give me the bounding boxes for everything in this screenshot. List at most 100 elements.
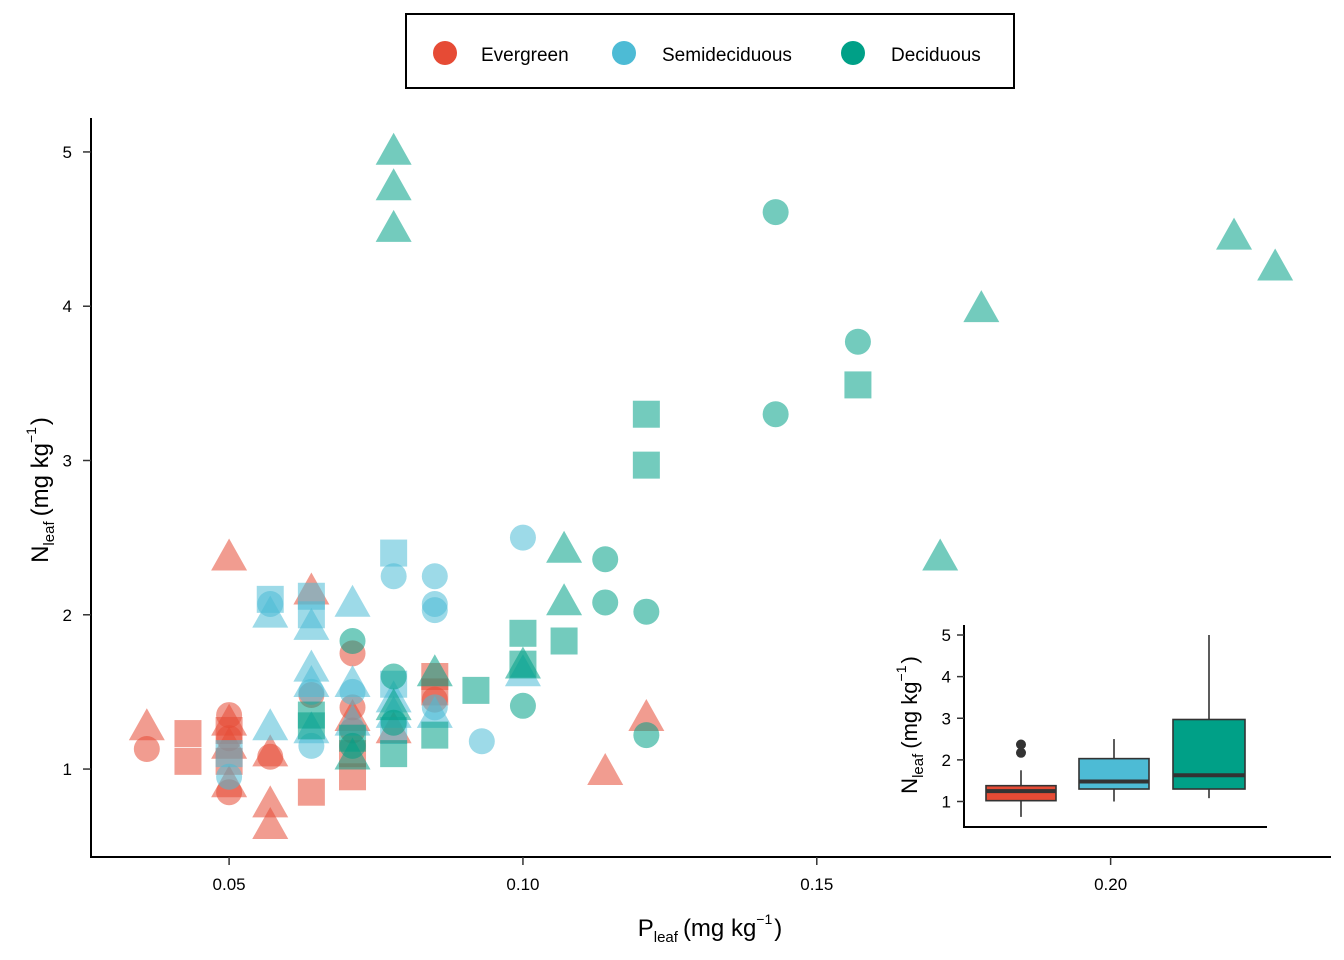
y-axis-title-sup: −1 <box>23 427 39 443</box>
data-point-deciduous-triangle <box>375 209 412 242</box>
x-tick-label: 0.20 <box>1094 875 1127 894</box>
data-point-deciduous-triangle <box>546 583 583 616</box>
y-tick-label: 3 <box>63 452 72 471</box>
y-axis-title: Nleaf (mg kg−1) <box>23 417 58 563</box>
data-point-semideciduous-circle <box>421 563 448 590</box>
legend-label-semideciduous: Semideciduous <box>662 45 792 66</box>
inset-y-axis-title-sup: −1 <box>893 665 909 681</box>
inset-y-axis-title-sub: leaf <box>910 753 927 778</box>
x-axis-ticks: 0.05 0.10 0.15 0.20 <box>213 857 1127 894</box>
y-tick-label: 4 <box>63 297 72 316</box>
legend-box <box>405 13 1015 89</box>
data-point-semideciduous-circle <box>468 728 495 755</box>
data-point-evergreen-circle <box>257 743 284 770</box>
data-point-evergreen-triangle <box>587 752 624 785</box>
data-point-deciduous-circle <box>592 546 619 573</box>
data-point-deciduous-circle <box>762 199 789 226</box>
data-point-semideciduous-square <box>380 539 408 567</box>
y-tick-label: 2 <box>63 606 72 625</box>
data-point-deciduous-triangle <box>922 538 959 571</box>
data-point-deciduous-circle <box>844 328 871 355</box>
y-axis-ticks: 1 2 3 4 5 <box>63 143 91 779</box>
x-axis-title-close: ) <box>774 915 782 942</box>
data-point-evergreen-square <box>174 720 202 748</box>
data-point-semideciduous-square <box>215 740 243 768</box>
y-axis-title-main: N <box>27 546 54 563</box>
data-point-evergreen-triangle <box>252 785 289 818</box>
data-point-deciduous-triangle <box>375 132 412 165</box>
inset-y-tick-label: 1 <box>942 793 951 812</box>
x-tick-label: 0.15 <box>800 875 833 894</box>
data-point-deciduous-circle <box>380 709 407 736</box>
y-axis-title-unit: (mg kg <box>27 443 54 516</box>
outlier-evergreen <box>1016 747 1026 758</box>
data-point-deciduous-circle <box>633 722 660 749</box>
data-point-deciduous-square <box>550 627 578 655</box>
legend-key-semideciduous <box>612 41 636 65</box>
data-point-deciduous-triangle <box>375 688 412 721</box>
data-point-deciduous-circle <box>592 589 619 616</box>
data-point-deciduous-triangle <box>546 530 583 563</box>
data-point-semideciduous-triangle <box>293 607 330 640</box>
inset-y-axis-ticks: 1 2 3 4 5 <box>942 626 964 812</box>
data-point-deciduous-triangle <box>375 168 412 201</box>
x-tick-label: 0.05 <box>213 875 246 894</box>
inset-y-tick-label: 2 <box>942 751 951 770</box>
data-point-semideciduous-circle <box>216 763 243 790</box>
legend-key-deciduous <box>841 41 865 65</box>
legend-label-evergreen: Evergreen <box>481 45 569 66</box>
data-point-deciduous-triangle <box>416 654 453 687</box>
data-point-deciduous-circle <box>762 401 789 428</box>
inset-y-axis-title: Nleaf (mg kg−1) <box>893 656 927 794</box>
data-point-semideciduous-triangle <box>252 595 289 628</box>
data-point-semideciduous-circle <box>509 524 536 551</box>
legend-key-evergreen <box>433 41 457 65</box>
box-semideciduous <box>1078 757 1150 790</box>
data-point-semideciduous-circle <box>298 678 325 705</box>
data-point-evergreen-triangle <box>252 806 289 839</box>
data-point-deciduous-square <box>632 451 660 479</box>
data-point-evergreen-square <box>297 778 325 806</box>
data-point-deciduous-triangle <box>334 737 371 770</box>
data-point-semideciduous-circle <box>298 732 325 759</box>
inset-y-axis-title-main: N <box>897 778 922 794</box>
y-axis-title-sub: leaf <box>41 521 58 546</box>
data-point-deciduous-triangle <box>963 290 1000 323</box>
legend-label-deciduous: Deciduous <box>891 45 981 66</box>
y-axis-title-close: ) <box>27 417 54 425</box>
data-point-deciduous-square <box>844 371 872 399</box>
data-point-semideciduous-circle <box>380 563 407 590</box>
data-point-deciduous-circle <box>339 628 366 655</box>
data-point-semideciduous-triangle <box>252 708 289 741</box>
data-point-semideciduous-triangle <box>416 695 453 728</box>
data-point-evergreen-circle <box>133 736 160 763</box>
y-tick-label: 5 <box>63 143 72 162</box>
scatter-points <box>128 132 1294 839</box>
inset-y-axis-title-close: ) <box>897 656 922 663</box>
box-evergreen <box>985 784 1057 802</box>
inset-y-axis-title-unit: (mg kg <box>897 681 922 748</box>
x-tick-label: 0.10 <box>506 875 539 894</box>
inset-boxplot: 1 2 3 4 5 Nleaf (mg kg−1) <box>893 618 1280 830</box>
legend: Evergreen Semideciduous Deciduous <box>405 13 1015 89</box>
data-point-deciduous-circle <box>380 663 407 690</box>
data-point-deciduous-circle <box>509 692 536 719</box>
box-deciduous <box>1172 718 1246 790</box>
x-axis-title-sub: leaf <box>654 929 679 946</box>
data-point-deciduous-triangle <box>1216 217 1253 250</box>
data-point-deciduous-square <box>632 400 660 428</box>
data-point-deciduous-circle <box>633 598 660 625</box>
data-point-deciduous-square <box>509 619 537 647</box>
inset-boxes <box>985 635 1246 817</box>
inset-y-tick-label: 5 <box>942 626 951 645</box>
y-tick-label: 1 <box>63 760 72 779</box>
data-point-semideciduous-triangle <box>334 584 371 617</box>
outlier-evergreen <box>1016 739 1026 750</box>
inset-y-tick-label: 3 <box>942 709 951 728</box>
data-point-evergreen-triangle <box>628 698 665 731</box>
data-point-deciduous-square <box>380 740 408 768</box>
data-point-deciduous-square <box>297 712 325 740</box>
x-axis-title: Pleaf (mg kg−1) <box>638 911 783 946</box>
data-point-deciduous-triangle <box>1257 248 1294 281</box>
